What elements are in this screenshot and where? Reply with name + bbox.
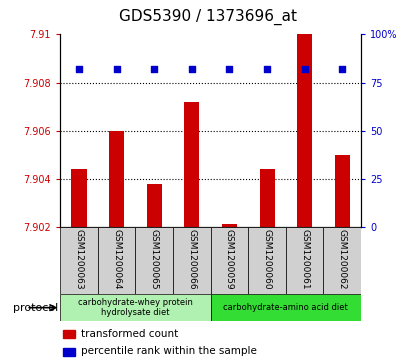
Text: carbohydrate-whey protein
hydrolysate diet: carbohydrate-whey protein hydrolysate di… [78, 298, 193, 317]
Bar [173, 227, 210, 294]
Text: GSM1200063: GSM1200063 [74, 229, 83, 290]
Bar [323, 227, 361, 294]
Bar [63, 348, 75, 356]
Text: carbohydrate-amino acid diet: carbohydrate-amino acid diet [223, 303, 348, 312]
Text: GSM1200059: GSM1200059 [225, 229, 234, 290]
Bar [60, 227, 98, 294]
Text: GSM1200062: GSM1200062 [338, 229, 347, 289]
Point [264, 66, 270, 72]
Text: GSM1200060: GSM1200060 [263, 229, 271, 290]
Bar [98, 227, 135, 294]
Bar [71, 169, 86, 227]
Bar [335, 155, 350, 227]
Bar [135, 227, 173, 294]
Point [301, 66, 308, 72]
Bar [222, 224, 237, 227]
Text: percentile rank within the sample: percentile rank within the sample [81, 346, 257, 356]
Text: protocol: protocol [13, 303, 58, 313]
Point [76, 66, 82, 72]
Text: transformed count: transformed count [81, 329, 178, 339]
Point [113, 66, 120, 72]
Bar [259, 169, 275, 227]
Bar [109, 131, 124, 227]
Point [226, 66, 233, 72]
Bar [211, 294, 361, 321]
Bar [286, 227, 323, 294]
Bar [211, 227, 248, 294]
Bar [146, 184, 162, 227]
Bar [248, 227, 286, 294]
Bar [63, 330, 75, 338]
Text: GDS5390 / 1373696_at: GDS5390 / 1373696_at [119, 9, 296, 25]
Text: GSM1200064: GSM1200064 [112, 229, 121, 289]
Point [188, 66, 195, 72]
Point [339, 66, 346, 72]
Bar [60, 294, 211, 321]
Point [151, 66, 158, 72]
Text: GSM1200061: GSM1200061 [300, 229, 309, 290]
Bar [184, 102, 199, 227]
Text: GSM1200066: GSM1200066 [187, 229, 196, 290]
Text: GSM1200065: GSM1200065 [150, 229, 159, 290]
Bar [297, 25, 312, 227]
